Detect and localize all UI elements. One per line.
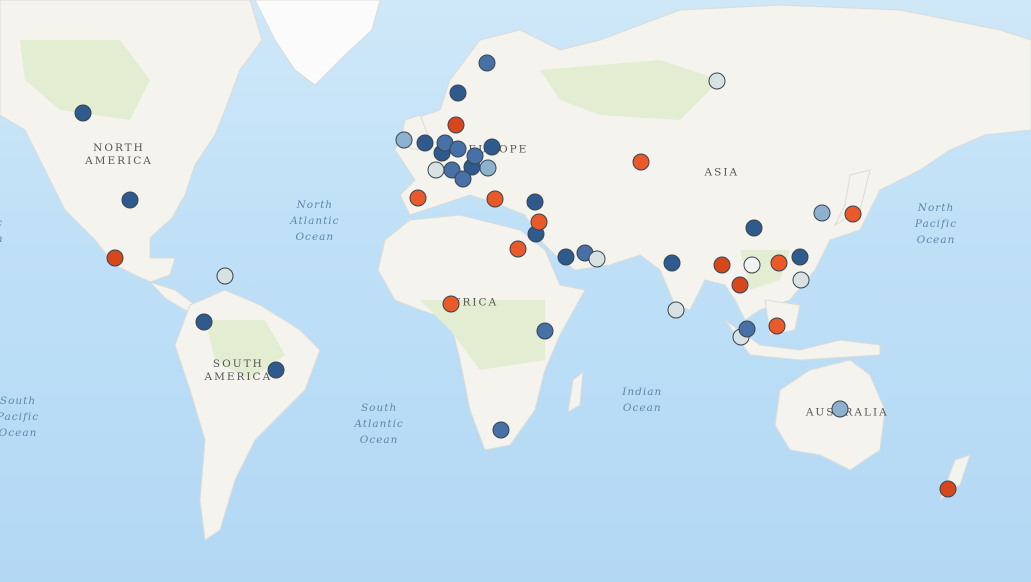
map-marker-dark[interactable] (195, 313, 213, 331)
map-marker-orange[interactable] (844, 205, 862, 223)
map-marker-pale[interactable] (792, 271, 810, 289)
map-marker-dark[interactable] (121, 191, 139, 209)
map-marker-orange[interactable] (632, 153, 650, 171)
map-marker-orange[interactable] (768, 317, 786, 335)
ocean-label: South Atlantic Ocean (354, 401, 404, 446)
ocean-label: North Pacific Ocean (914, 202, 958, 247)
map-marker-orange[interactable] (770, 254, 788, 272)
map-marker-pale[interactable] (667, 301, 685, 319)
map-marker-dark[interactable] (267, 361, 285, 379)
map-marker-orange[interactable] (409, 189, 427, 207)
continent-label: ASIA (704, 166, 740, 179)
map-marker-dark[interactable] (745, 219, 763, 237)
continent-label: SOUTH AMERICA (204, 357, 273, 383)
map-marker-dark[interactable] (449, 84, 467, 102)
map-marker-mid[interactable] (449, 140, 467, 158)
map-marker-red[interactable] (106, 249, 124, 267)
map-marker-orange[interactable] (442, 295, 460, 313)
map-marker-mid[interactable] (466, 147, 484, 165)
map-marker-orange[interactable] (530, 213, 548, 231)
ocean-label: North Atlantic Ocean (290, 198, 340, 243)
map-marker-orange[interactable] (509, 240, 527, 258)
map-marker-light[interactable] (479, 159, 497, 177)
ocean-label: Indian Ocean (622, 385, 663, 414)
map-marker-light[interactable] (813, 204, 831, 222)
map-marker-pale[interactable] (427, 161, 445, 179)
map-marker-pale[interactable] (708, 72, 726, 90)
map-marker-dark[interactable] (791, 248, 809, 266)
map-marker-mid[interactable] (536, 322, 554, 340)
map-marker-dark[interactable] (557, 248, 575, 266)
map-marker-mid[interactable] (478, 54, 496, 72)
continent-label: NORTH AMERICA (85, 142, 153, 168)
map-marker-dark[interactable] (416, 134, 434, 152)
map-marker-white[interactable] (743, 256, 761, 274)
map-marker-pale[interactable] (588, 250, 606, 268)
map-marker-mid[interactable] (492, 421, 510, 439)
ocean-label: c n (0, 215, 4, 247)
map-marker-dark[interactable] (526, 193, 544, 211)
map-marker-red[interactable] (939, 480, 957, 498)
map-marker-red[interactable] (447, 116, 465, 134)
ocean-label: South Pacific Ocean (0, 394, 40, 439)
map-marker-red[interactable] (713, 256, 731, 274)
map-marker-red[interactable] (731, 276, 749, 294)
map-marker-light[interactable] (395, 131, 413, 149)
map-marker-pale[interactable] (216, 267, 234, 285)
map-marker-light[interactable] (831, 400, 849, 418)
map-marker-dark[interactable] (483, 138, 501, 156)
map-marker-dark[interactable] (663, 254, 681, 272)
map-marker-mid[interactable] (738, 320, 756, 338)
map-marker-orange[interactable] (486, 190, 504, 208)
map-marker-dark[interactable] (74, 104, 92, 122)
map-marker-mid[interactable] (454, 170, 472, 188)
